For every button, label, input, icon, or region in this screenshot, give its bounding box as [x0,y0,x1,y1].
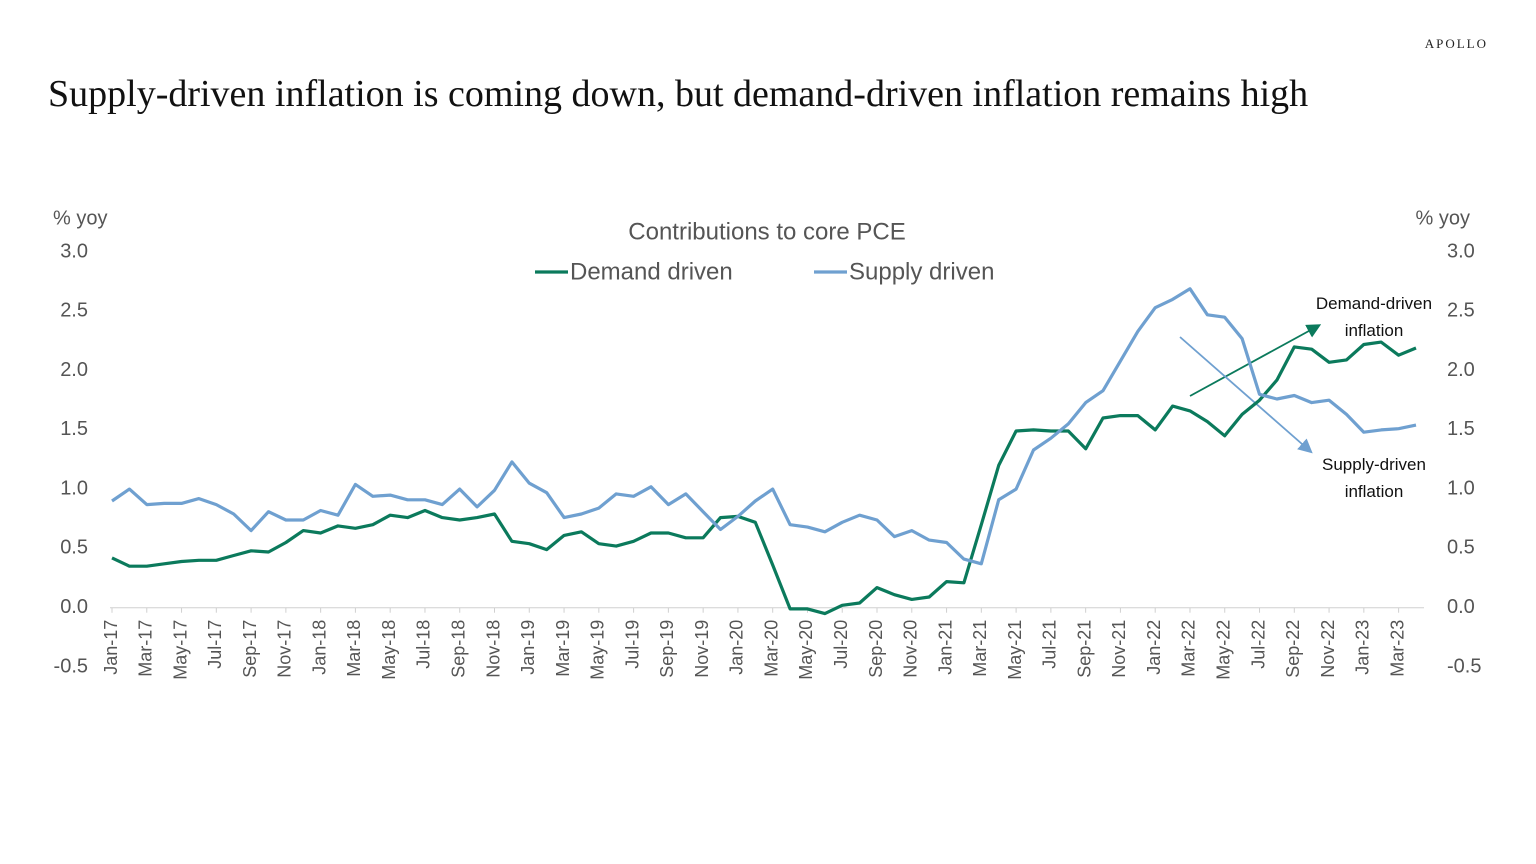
x-tick-label: Sep-18 [448,620,468,678]
x-tick-label: Sep-22 [1283,620,1303,678]
x-tick-label: Mar-17 [136,620,156,677]
x-tick-label: May-21 [1005,620,1025,680]
x-tick-label: Jan-22 [1144,620,1164,675]
x-tick-label: Jul-18 [414,620,434,669]
x-tick-label: May-20 [796,620,816,680]
x-tick-label: Jan-23 [1353,620,1373,675]
y-tick-label: 2.5 [60,300,88,322]
x-tick-label: Jan-20 [727,620,747,675]
legend-label: Demand driven [570,258,733,285]
chart-subtitle: Contributions to core PCE [628,218,905,245]
y2-tick-label: -0.5 [1447,655,1481,677]
x-tick-label: Mar-18 [344,620,364,677]
x-tick-label: May-19 [588,620,608,680]
line-series [111,340,1417,616]
y-tick-label: 0.0 [60,596,88,618]
x-tick-label: May-17 [170,620,190,680]
y2-axis-label: % yoy [1416,207,1470,229]
y2-tick-label: 1.5 [1447,418,1475,440]
x-tick-label: Nov-22 [1318,620,1338,678]
y-tick-label: 1.0 [60,477,88,499]
annotation: Supply-driven inflation [1322,455,1426,501]
y-tick-label: -0.5 [54,655,88,677]
x-tick-label: Nov-19 [692,620,712,678]
x-tick-label: Jul-19 [622,620,642,669]
x-tick-label: Sep-19 [657,620,677,678]
y2-tick-label: 3.0 [1447,240,1475,262]
brand: APOLLO [1424,36,1488,51]
annotation: Demand-driven inflation [1315,294,1433,340]
x-tick-label: Jul-20 [831,620,851,669]
x-tick-label: Sep-21 [1074,620,1094,678]
x-tick-label: Jul-22 [1248,620,1268,669]
y2-tick-label: 0.5 [1447,537,1475,559]
y2-tick-label: 2.5 [1447,300,1475,322]
x-tick-label: Jul-21 [1040,620,1060,669]
x-tick-label: Jan-18 [309,620,329,675]
x-tick-label: Sep-17 [240,620,260,678]
y-tick-label: 1.5 [60,418,88,440]
x-tick-label: Nov-17 [275,620,295,678]
x-tick-label: Mar-19 [553,620,573,677]
x-tick-label: Jan-21 [935,620,955,675]
x-tick-label: Sep-20 [866,620,886,678]
annotation-arrow [1179,336,1313,454]
x-tick-label: Mar-21 [970,620,990,677]
x-tick-label: Mar-23 [1387,620,1407,677]
y-tick-label: 2.0 [60,359,88,381]
x-tick-label: Jan-19 [518,620,538,675]
x-tick-label: Jan-17 [101,620,121,675]
x-tick-label: Mar-20 [761,620,781,677]
x-tick-label: Nov-20 [901,620,921,678]
x-tick-label: May-18 [379,620,399,680]
x-tick-label: Jul-17 [205,620,225,669]
y-tick-label: 3.0 [60,240,88,262]
y2-tick-label: 2.0 [1447,359,1475,381]
line-series [111,287,1417,566]
annotation-arrow [1189,324,1322,397]
y2-tick-label: 0.0 [1447,596,1475,618]
legend-label: Supply driven [849,258,994,285]
y-tick-label: 0.5 [60,537,88,559]
chart-title: Supply-driven inflation is coming down, … [48,73,1309,115]
x-tick-label: Nov-21 [1109,620,1129,678]
x-tick-label: Nov-18 [483,620,503,678]
x-tick-label: Mar-22 [1179,620,1199,677]
x-tick-label: May-22 [1213,620,1233,680]
y2-tick-label: 1.0 [1447,477,1475,499]
y-axis-label: % yoy [53,207,107,229]
